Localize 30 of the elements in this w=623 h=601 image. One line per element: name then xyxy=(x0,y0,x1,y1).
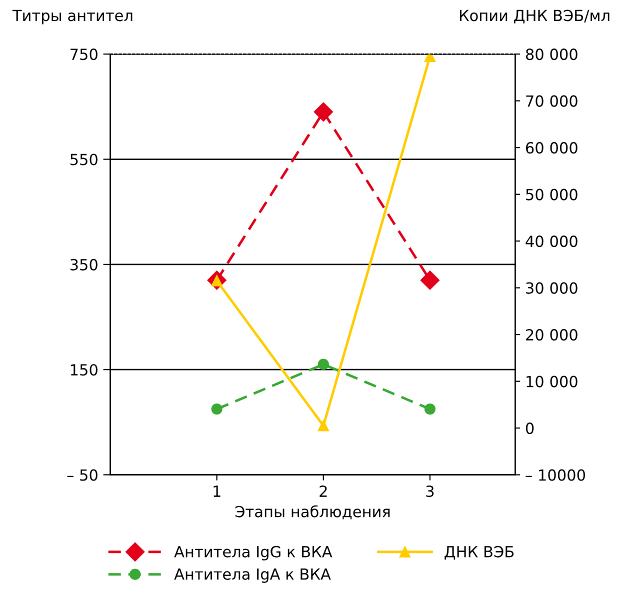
x-axis-title: Этапы наблюдения xyxy=(235,505,390,520)
y2-tick-label: 80 000 xyxy=(526,48,578,60)
point xyxy=(314,102,333,122)
point xyxy=(211,404,222,415)
y2-tick-label: 30 000 xyxy=(526,282,578,294)
x-tick-label: 1 xyxy=(214,486,220,497)
y2-axis-title: Копии ДНК ВЭБ/мл xyxy=(460,10,610,24)
point xyxy=(420,270,440,290)
y-tick-label: 750 xyxy=(70,48,98,60)
point xyxy=(318,358,329,370)
x-tick-label: 3 xyxy=(426,485,434,498)
y2-tick-label: 20 000 xyxy=(526,329,578,341)
x-tick-label: 2 xyxy=(320,485,327,497)
legend-label: Антитела IgG к ВКА xyxy=(174,546,332,560)
legend-label: Антитела IgA к ВКА xyxy=(174,568,331,583)
y2-tick-label: 50 000 xyxy=(526,188,578,200)
y-tick-label: 150 xyxy=(70,364,98,376)
y-axis-title: Титры антител xyxy=(12,10,132,24)
y2-tick-label: 40 000 xyxy=(526,236,578,248)
y2-tick-label: 0 xyxy=(526,422,534,434)
legend-label: ДНК ВЭБ xyxy=(444,546,514,560)
point xyxy=(424,404,436,415)
y-tick-label: – 50 xyxy=(67,469,98,481)
y-tick-label: 350 xyxy=(70,258,98,270)
y2-tick-label: 60 000 xyxy=(526,142,578,154)
y-tick-label: 550 xyxy=(70,154,98,166)
point xyxy=(318,420,329,432)
y2-tick-label: – 10000 xyxy=(526,469,586,481)
y2-tick-label: 10 000 xyxy=(526,376,578,388)
y2-tick-label: 70 000 xyxy=(526,95,578,107)
